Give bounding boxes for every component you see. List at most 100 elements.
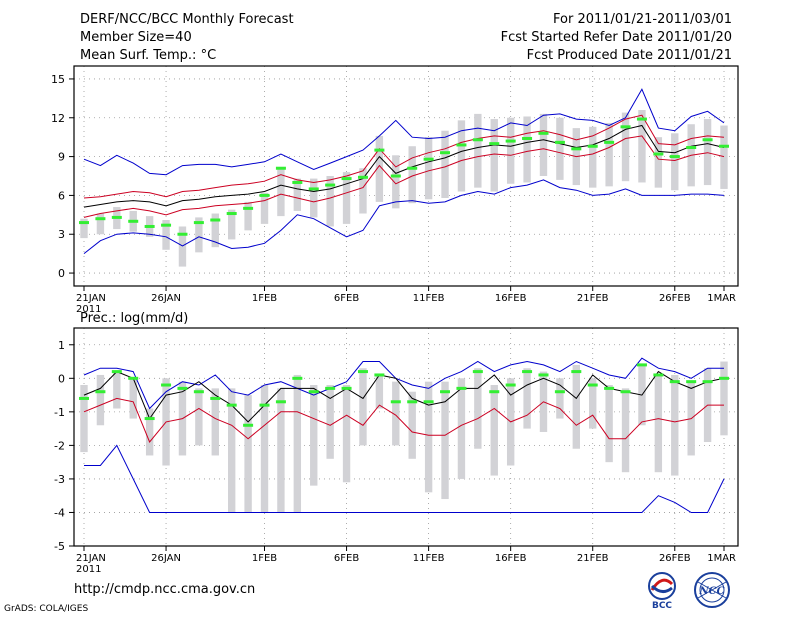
spread-box [605, 385, 613, 463]
median-mark [554, 140, 565, 144]
median-mark [587, 144, 598, 148]
spread-box [211, 388, 219, 456]
spread-box [326, 176, 334, 227]
spread-box [310, 178, 318, 218]
spread-box [359, 168, 367, 214]
spread-box [703, 119, 712, 186]
median-mark [128, 219, 139, 223]
median-mark [472, 370, 483, 374]
spread-box [441, 381, 449, 500]
median-mark [210, 218, 221, 222]
median-mark [669, 155, 680, 159]
median-mark [193, 221, 204, 225]
median-mark [308, 390, 319, 394]
spread-box [277, 388, 285, 513]
median-mark [620, 390, 631, 394]
chart-title: DERF/NCC/BCC Monthly Forecast [80, 12, 294, 27]
median-mark [604, 140, 615, 144]
median-mark [128, 376, 139, 380]
spread-box [178, 226, 187, 267]
median-mark [636, 117, 647, 121]
spread-box [326, 385, 334, 459]
median-mark [702, 380, 713, 384]
forecast-period: For 2011/01/21-2011/03/01 [553, 12, 732, 27]
median-mark [505, 139, 516, 143]
spread-box [589, 126, 597, 188]
median-mark [587, 383, 598, 387]
median-mark [161, 383, 172, 387]
precipitation-title: Prec.: log(mm/d) [80, 311, 188, 326]
median-mark [325, 183, 336, 187]
spread-box [96, 374, 105, 426]
median-mark [719, 376, 729, 380]
x-tick-label: 16FEB [495, 553, 527, 564]
y-tick-label: 0 [58, 267, 65, 280]
x-tick-label: 26JAN [151, 293, 181, 304]
median-mark [79, 221, 89, 225]
y-tick-label: 0 [58, 372, 65, 385]
median-mark [554, 390, 565, 394]
y-tick-label: 9 [58, 151, 65, 164]
median-mark [357, 370, 368, 374]
median-mark [620, 125, 631, 129]
bcc-logo: BCC [648, 572, 676, 610]
median-mark [341, 386, 352, 390]
y-tick-label: 3 [58, 228, 65, 241]
x-tick-label: 11FEB [413, 553, 445, 564]
median-mark [325, 386, 336, 390]
median-mark [538, 131, 549, 135]
spread-box [572, 364, 580, 449]
spread-box [375, 135, 384, 202]
y-tick-label: -3 [54, 473, 65, 486]
spread-box [96, 213, 105, 235]
spread-box [228, 388, 236, 513]
x-tick-label: 1MAR [707, 293, 736, 304]
median-mark [161, 223, 172, 227]
spread-box [474, 368, 482, 449]
median-mark [407, 400, 418, 404]
x-tick-label: 26FEB [659, 553, 691, 564]
median-mark [275, 400, 286, 404]
variable-label: Mean Surf. Temp.: °C [80, 48, 217, 63]
spread-box [490, 119, 498, 192]
spread-box [277, 168, 285, 217]
median-mark [292, 180, 303, 184]
spread-box [720, 361, 728, 436]
median-mark [440, 151, 451, 155]
median-mark [505, 383, 516, 387]
temperature-lower-line [83, 135, 725, 218]
temperature-upper-line [83, 114, 725, 199]
spread-box [392, 155, 400, 209]
spread-box [392, 381, 400, 446]
spread-box [408, 146, 416, 204]
grads-credit: GrADS: COLA/IGES [4, 604, 89, 614]
spread-box [293, 178, 302, 211]
median-mark [357, 175, 368, 179]
median-mark [374, 373, 385, 377]
spread-box [523, 116, 531, 183]
spread-box [621, 388, 630, 473]
median-mark [571, 370, 582, 374]
y-tick-label: 12 [51, 112, 65, 125]
precipitation-lower-line [83, 397, 724, 443]
median-mark [489, 142, 500, 146]
x-tick-label: 21JAN [76, 293, 106, 304]
spread-box [342, 385, 351, 483]
spread-box [195, 388, 203, 446]
median-mark [522, 136, 533, 140]
median-mark [259, 193, 270, 197]
median-mark [308, 187, 319, 191]
precipitation-min-line [84, 444, 725, 513]
median-mark [456, 386, 467, 390]
x-tick-label: 6FEB [334, 553, 359, 564]
y-tick-label: -2 [54, 439, 65, 452]
x-tick-label: 1FEB [252, 553, 277, 564]
spread-box [293, 374, 302, 513]
median-mark [472, 138, 483, 142]
temperature-min-line [83, 179, 725, 254]
source-url[interactable]: http://cmdp.ncc.cma.gov.cn [74, 582, 256, 597]
median-mark [243, 423, 254, 427]
spread-box [260, 192, 269, 224]
median-mark [719, 144, 729, 148]
median-mark [226, 403, 237, 407]
